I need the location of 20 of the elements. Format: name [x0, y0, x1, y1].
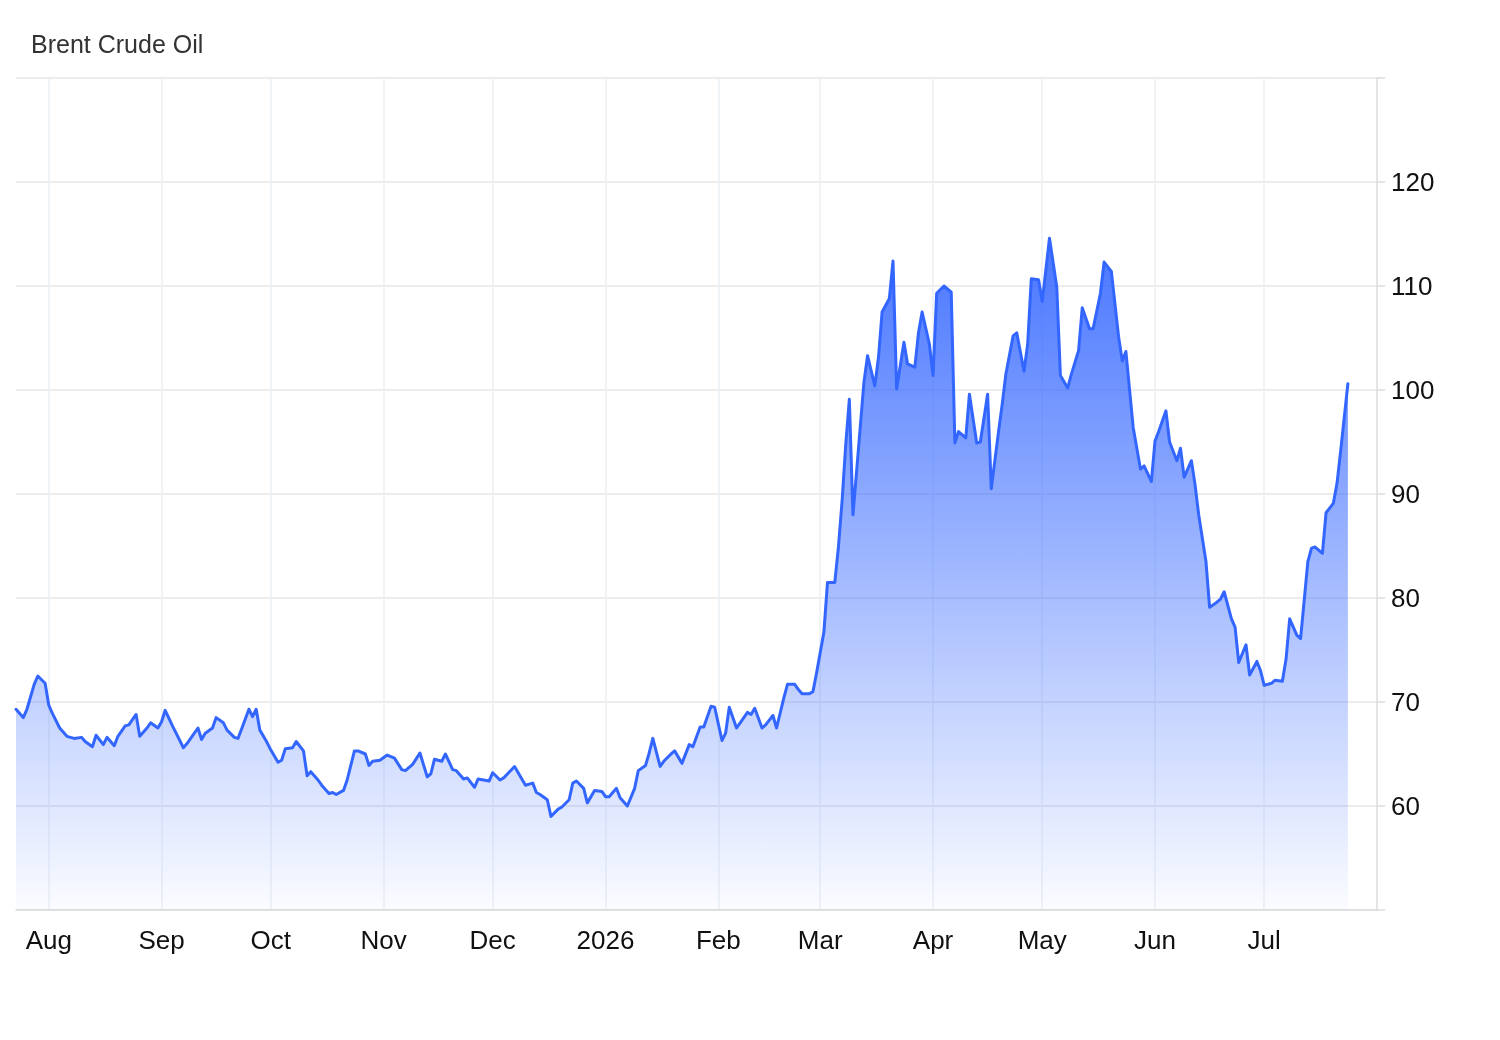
x-tick-label: Jul — [1247, 925, 1281, 955]
x-tick-label: Dec — [469, 925, 516, 955]
x-tick-label: Apr — [912, 925, 954, 955]
y-tick-label: 70 — [1391, 687, 1420, 717]
y-tick-label: 110 — [1391, 271, 1433, 301]
chart-title: Brent Crude Oil — [31, 29, 204, 58]
x-tick-label: Nov — [360, 925, 407, 955]
y-tick-label: 80 — [1391, 583, 1420, 613]
x-tick-label: 2026 — [576, 925, 635, 955]
x-tick-label: May — [1017, 925, 1067, 955]
x-tick-label: Feb — [695, 925, 741, 955]
y-tick-label: 60 — [1391, 791, 1420, 821]
y-tick-label: 100 — [1391, 375, 1435, 405]
x-tick-label: Oct — [250, 925, 292, 955]
x-tick-label: Aug — [25, 925, 72, 955]
x-tick-label: Mar — [797, 925, 843, 955]
x-tick-label: Sep — [138, 925, 185, 955]
y-tick-label: 120 — [1391, 167, 1435, 197]
y-tick-label: 90 — [1391, 479, 1420, 509]
x-tick-label: Jun — [1134, 925, 1176, 955]
